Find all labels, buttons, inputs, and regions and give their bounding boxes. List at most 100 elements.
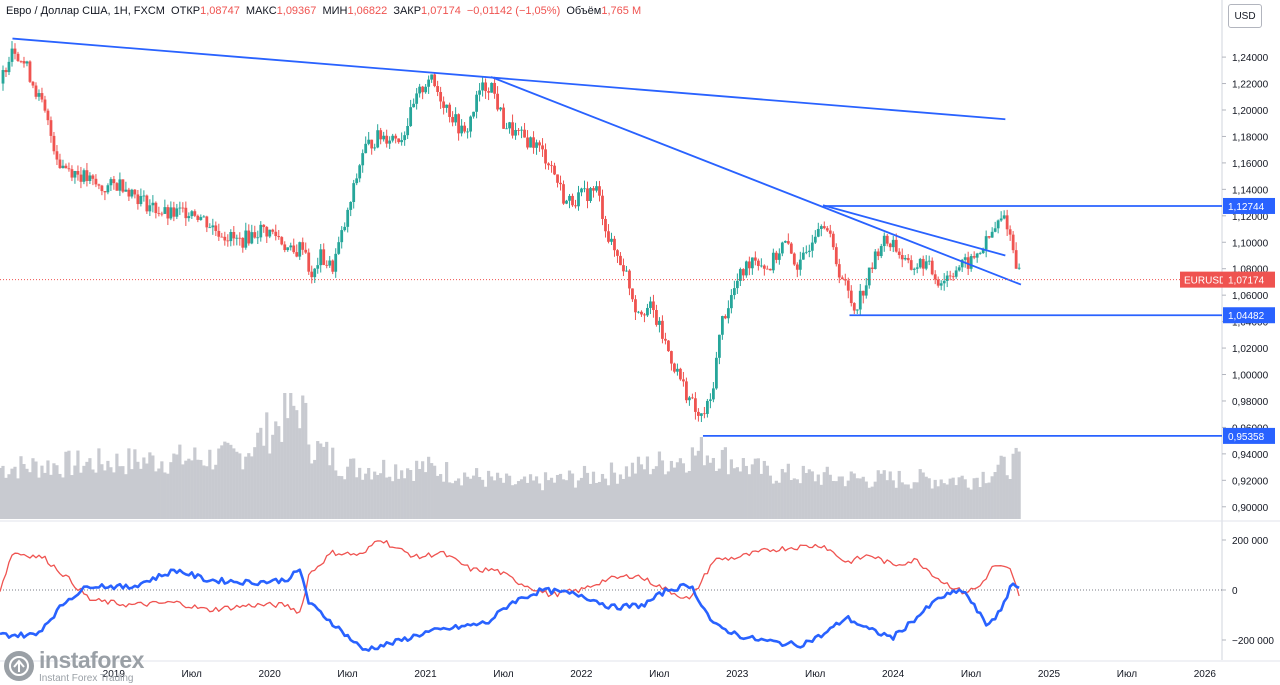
candle-body (900, 255, 904, 260)
candle-body (694, 398, 697, 412)
candle-body (720, 316, 724, 335)
volume-bar (834, 481, 838, 519)
candle-body (448, 104, 452, 117)
candle-body (915, 267, 919, 269)
candle-body (852, 303, 856, 311)
volume-bar (232, 448, 236, 519)
volume-bar (202, 465, 206, 519)
candle-body (1005, 215, 1009, 230)
candle-body (259, 224, 263, 238)
candle-body (154, 202, 158, 214)
candle-body (816, 228, 820, 237)
price-tick-label: 1,14000 (1232, 185, 1269, 196)
volume-bar (906, 484, 910, 519)
candle-body (571, 195, 574, 206)
candle-body (451, 116, 455, 123)
volume-bar (133, 449, 137, 519)
candle-body (735, 280, 739, 289)
candle-body (163, 207, 167, 214)
volume-bar (19, 456, 23, 519)
candle-body (592, 188, 595, 191)
currency-button[interactable]: USD (1228, 4, 1262, 28)
volume-bar (606, 485, 611, 519)
volume-bar (678, 458, 683, 519)
volume-bar (843, 486, 847, 519)
volume-bar (7, 474, 11, 519)
candle-body (622, 265, 625, 272)
volume-bar (723, 447, 727, 519)
candle-body (882, 235, 886, 247)
candle-body (637, 311, 640, 313)
price-tick-label: 1,22000 (1232, 80, 1269, 91)
price-tick-label: 1,08000 (1232, 265, 1269, 276)
candle-body (568, 195, 571, 201)
candle-body (673, 363, 676, 372)
candle-body (664, 338, 667, 341)
volume-bar (855, 478, 859, 519)
candle-body (990, 231, 994, 238)
candle-body (415, 93, 419, 104)
volume-bar (846, 480, 850, 519)
volume-bar (355, 477, 359, 519)
volume-bar (241, 469, 245, 519)
level-price-label: 1,12744 (1228, 202, 1265, 213)
candle-body (349, 202, 353, 210)
volume-bar (999, 455, 1003, 519)
volume-bar (984, 483, 988, 519)
candle-body (688, 397, 691, 401)
candle-body (996, 220, 1000, 229)
time-tick-label: 2024 (882, 669, 905, 680)
volume-bar (870, 486, 874, 519)
candle-body (238, 237, 242, 239)
volume-bar (492, 480, 497, 519)
last-price-badge (1223, 271, 1275, 288)
candle-body (544, 149, 547, 164)
volume-bar (507, 475, 512, 519)
candle-body (843, 279, 847, 281)
candle-body (91, 175, 95, 179)
price-tick-label: 1,20000 (1232, 106, 1269, 117)
volume-bar (837, 476, 841, 519)
volume-bar (924, 476, 928, 519)
volume-bar (325, 441, 329, 519)
candle-body (331, 260, 335, 272)
volume-bar (244, 456, 248, 519)
candle-body (613, 238, 616, 251)
candle-body (85, 170, 89, 181)
candle-body (202, 216, 206, 218)
volume-bar (463, 472, 467, 519)
volume-bar (555, 474, 560, 519)
candle-body (217, 230, 221, 237)
candle-body (25, 61, 29, 64)
candle-body (682, 379, 685, 382)
candle-body (166, 207, 170, 219)
candle-body (765, 268, 769, 270)
volume-bar (495, 472, 500, 519)
candle-body (858, 290, 862, 310)
volume-bar (687, 470, 692, 519)
candle-body (106, 185, 110, 193)
candle-body (945, 275, 949, 281)
volume-bar (612, 472, 617, 519)
candle-body (193, 211, 197, 216)
candle-body (265, 227, 269, 237)
volume-bar (388, 476, 392, 519)
volume-bar (166, 473, 170, 519)
candle-body (229, 232, 233, 242)
candle-body (583, 188, 586, 190)
volume-bar (103, 470, 107, 519)
volume-bar (13, 466, 17, 519)
volume-bar (1008, 478, 1012, 519)
volume-bar (1017, 451, 1021, 519)
volume-bar (175, 454, 179, 519)
volume-bar (744, 465, 748, 519)
candle-body (61, 165, 65, 169)
candle-body (756, 260, 760, 266)
candle-body (604, 218, 607, 232)
candle-body (933, 274, 937, 280)
candle-body (346, 209, 350, 227)
candle-body (987, 236, 991, 238)
volume-value: 1,765 М (601, 5, 642, 17)
volume-bar (876, 470, 880, 519)
